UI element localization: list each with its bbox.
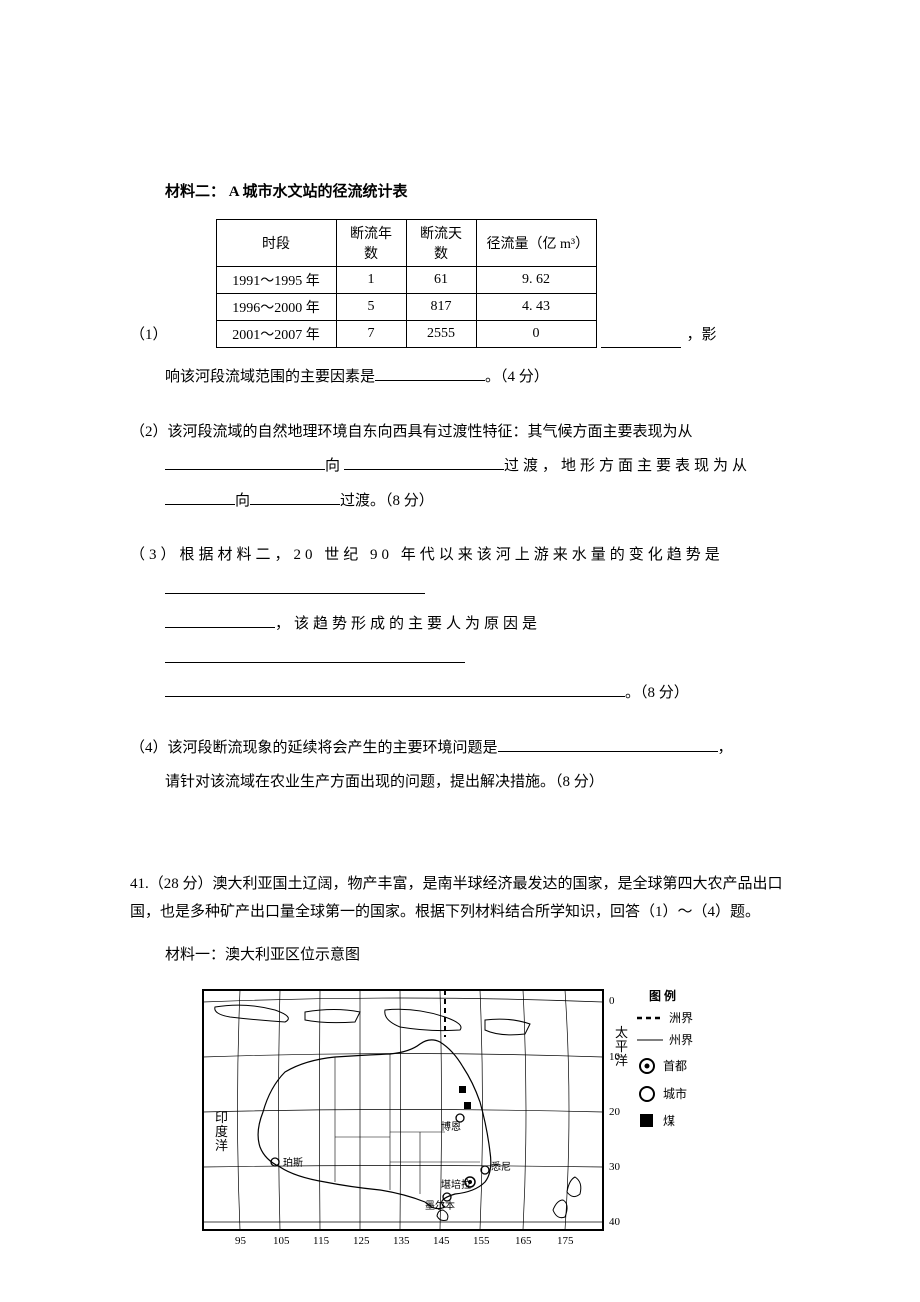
q4-num: （4） bbox=[130, 731, 168, 766]
svg-text:0: 0 bbox=[609, 995, 615, 1007]
q3: （3）根据材料二，20 世纪 90 年代以来该河上游来水量的变化趋势是 ，该趋势… bbox=[130, 538, 790, 711]
cell: 4. 43 bbox=[476, 294, 596, 321]
svg-text:城市: 城市 bbox=[663, 1086, 687, 1101]
svg-text:155: 155 bbox=[473, 1235, 490, 1247]
table-header-row: 时段 断流年数 断流天数 径流量（亿 m³） bbox=[216, 220, 596, 267]
svg-text:105: 105 bbox=[273, 1235, 290, 1247]
cell: 61 bbox=[406, 267, 476, 294]
cell: 2555 bbox=[406, 321, 476, 348]
q1-row: （1） 时段 断流年数 断流天数 径流量（亿 m³） 1991～1995 年 1… bbox=[130, 219, 790, 348]
svg-text:堪培拉: 堪培拉 bbox=[441, 1178, 471, 1191]
q2-blank4 bbox=[250, 491, 340, 505]
svg-text:40: 40 bbox=[609, 1216, 621, 1228]
cell: 9. 62 bbox=[476, 267, 596, 294]
table-row: 2001～2007 年 7 2555 0 bbox=[216, 321, 596, 348]
svg-text:95: 95 bbox=[235, 1235, 247, 1247]
svg-text:135: 135 bbox=[393, 1235, 410, 1247]
q3-blank1 bbox=[165, 580, 425, 594]
q2-blank2 bbox=[344, 457, 504, 471]
q4-text2: ， bbox=[718, 740, 733, 756]
q2: （2）该河段流域的自然地理环境自东向西具有过渡性特征：其气候方面主要表现为从 向… bbox=[130, 415, 790, 519]
cell: 1991～1995 年 bbox=[216, 267, 336, 294]
svg-text:洲界: 洲界 bbox=[669, 1011, 693, 1025]
svg-text:20: 20 bbox=[609, 1106, 621, 1118]
svg-text:州界: 州界 bbox=[669, 1033, 693, 1047]
q41-intro: 41.（28 分）澳大利亚国土辽阔，物产丰富，是南半球经济最发达的国家，是全球第… bbox=[130, 870, 790, 927]
q3-num: （3） bbox=[130, 538, 180, 573]
q3-blank3 bbox=[165, 649, 465, 663]
svg-text:175: 175 bbox=[557, 1235, 574, 1247]
svg-text:10: 10 bbox=[609, 1051, 621, 1063]
table-row: 1991～1995 年 1 61 9. 62 bbox=[216, 267, 596, 294]
q2-blank3 bbox=[165, 491, 235, 505]
q2-text1: 该河段流域的自然地理环境自东向西具有过渡性特征：其气候方面主要表现为从 bbox=[168, 424, 693, 440]
svg-text:30: 30 bbox=[609, 1161, 621, 1173]
q2-text3: 过渡，地形方面主要表现为从 bbox=[504, 458, 751, 474]
cell: 5 bbox=[336, 294, 406, 321]
th-years: 断流年数 bbox=[336, 220, 406, 267]
table-row: 1996～2000 年 5 817 4. 43 bbox=[216, 294, 596, 321]
cell: 7 bbox=[336, 321, 406, 348]
cell: 2001～2007 年 bbox=[216, 321, 336, 348]
q2-num: （2） bbox=[130, 415, 168, 450]
q2-text2: 向 bbox=[325, 458, 344, 474]
q1-points: 。（4 分） bbox=[485, 369, 549, 385]
map-legend: 图 例 洲界 州界 首都 城市 煤 bbox=[637, 988, 693, 1128]
q3-blank4 bbox=[165, 684, 625, 698]
q3-blank2 bbox=[165, 615, 275, 629]
q4-text3: 请针对该流域在农业生产方面出现的问题，提出解决措施。（8 分） bbox=[165, 774, 604, 790]
q1-line2: 响该河段流域范围的主要因素是 bbox=[165, 369, 375, 385]
q4-blank1 bbox=[498, 738, 718, 752]
city-bowen: 博恩 bbox=[441, 1120, 461, 1133]
svg-text:145: 145 bbox=[433, 1235, 450, 1247]
svg-text:115: 115 bbox=[313, 1235, 330, 1247]
q1-blank-after-table bbox=[601, 334, 681, 348]
th-period: 时段 bbox=[216, 220, 336, 267]
svg-text:165: 165 bbox=[515, 1235, 532, 1247]
th-days: 断流天数 bbox=[406, 220, 476, 267]
q2-text5: 过渡。（8 分） bbox=[340, 493, 434, 509]
city-sydney: 悉尼 bbox=[491, 1161, 511, 1173]
city-perth: 珀斯 bbox=[283, 1156, 303, 1169]
city-melbourne: 墨尔本 bbox=[425, 1199, 455, 1212]
cell: 817 bbox=[406, 294, 476, 321]
svg-text:首都: 首都 bbox=[663, 1059, 687, 1073]
indian-label: 印度洋 bbox=[215, 1110, 228, 1153]
cell: 0 bbox=[476, 321, 596, 348]
svg-text:125: 125 bbox=[353, 1235, 370, 1247]
th-runoff: 径流量（亿 m³） bbox=[476, 220, 596, 267]
svg-text:图 例: 图 例 bbox=[649, 988, 676, 1003]
cell: 1 bbox=[336, 267, 406, 294]
q2-blank1 bbox=[165, 457, 325, 471]
q41-map-title: 材料一：澳大利亚区位示意图 bbox=[165, 943, 790, 964]
material2-label: 材料二： A 城市水文站的径流统计表 bbox=[165, 180, 790, 201]
cell: 1996～2000 年 bbox=[216, 294, 336, 321]
q1-blank2 bbox=[375, 368, 485, 382]
q3-text2: ，该趋势形成的主要人为原因是 bbox=[275, 616, 541, 632]
q3-points: 。（8 分） bbox=[625, 685, 689, 701]
q4-text1: 该河段断流现象的延续将会产生的主要环境问题是 bbox=[168, 740, 498, 756]
runoff-table: 时段 断流年数 断流天数 径流量（亿 m³） 1991～1995 年 1 61 … bbox=[216, 219, 597, 348]
q1-suffix: ，影 bbox=[687, 323, 717, 348]
q4: （4）该河段断流现象的延续将会产生的主要环境问题是 ， 请针对该流域在农业生产方面… bbox=[130, 731, 790, 800]
q1-continuation: 响该河段流域范围的主要因素是 。（4 分） bbox=[130, 360, 790, 395]
q2-text4: 向 bbox=[235, 493, 250, 509]
q3-text1: 根据材料二，20 世纪 90 年代以来该河上游来水量的变化趋势是 bbox=[180, 547, 724, 563]
svg-text:煤: 煤 bbox=[663, 1114, 675, 1128]
q1-prefix: （1） bbox=[130, 323, 168, 348]
australia-map: 珀斯 博恩 悉尼 堪培拉 墨尔本 太平洋 印度洋 0 10 20 30 40 9… bbox=[185, 982, 790, 1247]
